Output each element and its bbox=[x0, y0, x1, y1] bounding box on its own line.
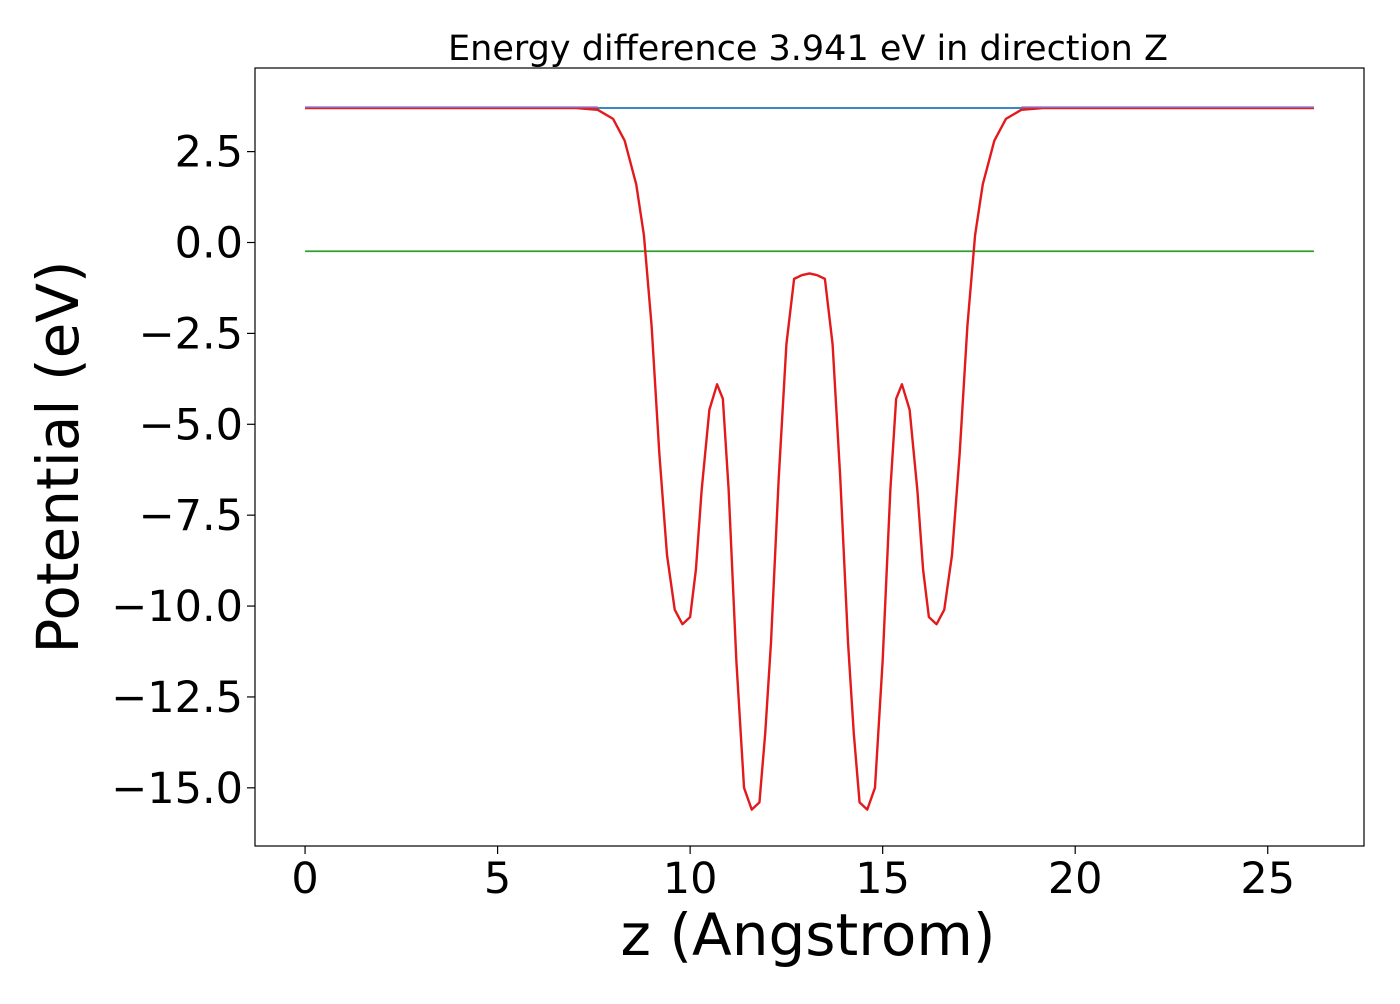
series-line-2 bbox=[305, 106, 1314, 811]
y-tick-label: −10.0 bbox=[111, 582, 243, 632]
y-tick-label: 2.5 bbox=[175, 128, 243, 178]
x-tick-label: 15 bbox=[855, 854, 910, 904]
y-tick-label: −12.5 bbox=[111, 673, 243, 723]
y-tick-label: −7.5 bbox=[139, 491, 243, 541]
y-tick-label: 0.0 bbox=[175, 219, 243, 269]
x-axis-label: z (Angstrom) bbox=[621, 901, 996, 969]
y-tick-label: −5.0 bbox=[139, 400, 243, 450]
x-tick-label: 25 bbox=[1240, 854, 1295, 904]
y-tick-label: −15.0 bbox=[111, 764, 243, 814]
x-tick-label: 20 bbox=[1048, 854, 1103, 904]
x-tick-label: 10 bbox=[663, 854, 718, 904]
chart-title: Energy difference 3.941 eV in direction … bbox=[448, 29, 1168, 69]
plot-frame bbox=[254, 67, 1365, 847]
x-axis: 0 5 10 15 20 25 bbox=[291, 846, 1295, 904]
y-axis: 2.5 0.0 −2.5 −5.0 −7.5 −10.0 −12.5 −15.0 bbox=[111, 128, 255, 814]
y-tick-label: −2.5 bbox=[139, 309, 243, 359]
x-tick-label: 5 bbox=[484, 854, 511, 904]
y-axis-label: Potential (eV) bbox=[24, 260, 92, 653]
series-layer bbox=[305, 106, 1314, 811]
x-tick-label: 0 bbox=[291, 854, 318, 904]
